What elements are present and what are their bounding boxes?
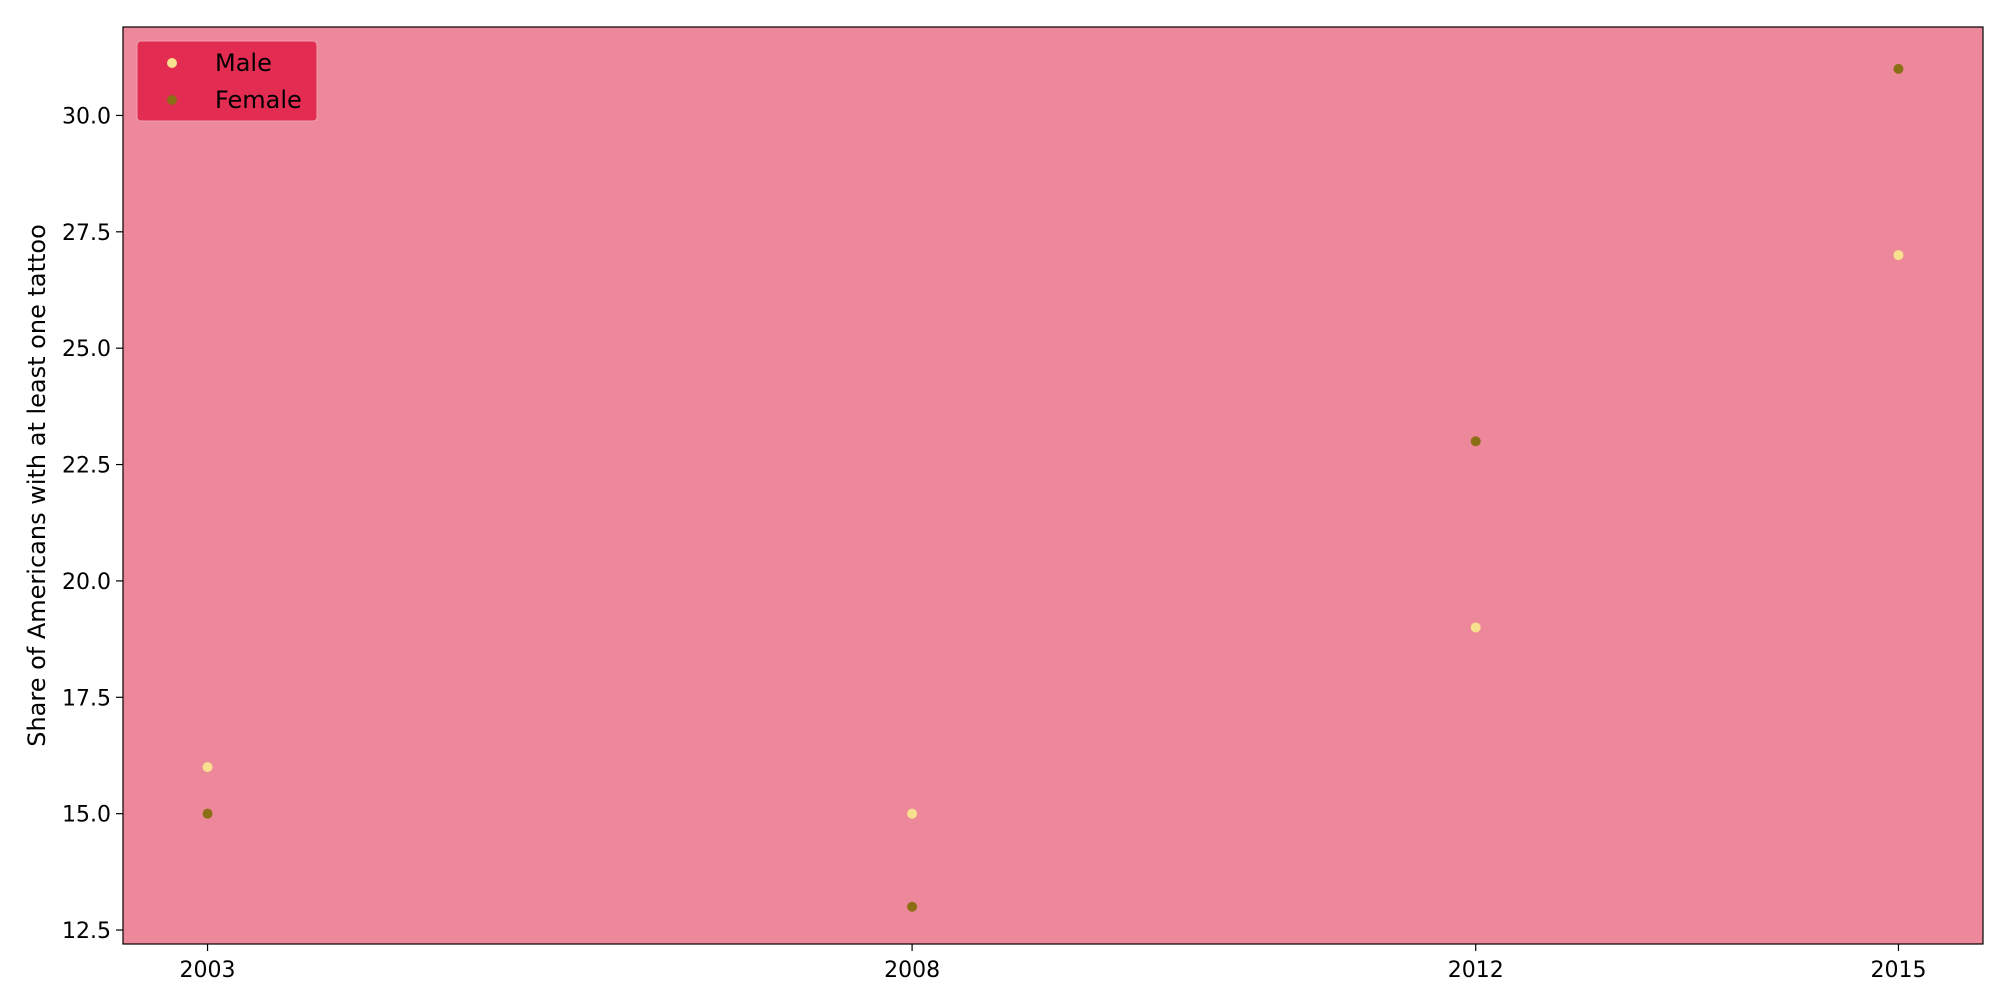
axes: 2003 2008 2012 2015 12.5 15.0 17.5 20.0 22.5 25.0… [62,104,1926,983]
y-tick-label: 30.0 [62,104,111,129]
legend-box [136,40,318,122]
data-point-female-2015 [1893,63,1904,74]
y-axis-label: Share of Americans with at least one tat… [23,224,51,747]
data-point-male-2015 [1893,250,1904,261]
plot-area [122,26,1984,945]
data-point-female-2012 [1470,436,1481,447]
x-tick-label: 2015 [1870,958,1926,983]
data-point-female-2008 [907,901,918,912]
y-tick-label: 15.0 [62,803,111,828]
x-tick-label: 2003 [180,958,236,983]
legend-label-female: Female [215,86,302,114]
data-points [202,63,1904,912]
legend-marker-female [167,95,177,105]
y-tick-label: 12.5 [62,919,111,944]
x-tick-label: 2012 [1448,958,1504,983]
x-tick-label: 2008 [884,958,940,983]
y-tick-label: 27.5 [62,221,111,246]
y-tick-label: 25.0 [62,337,111,362]
legend: Male Female [136,40,318,122]
data-point-male-2012 [1470,622,1481,633]
data-point-female-2003 [202,808,213,819]
legend-marker-male [167,58,177,68]
data-point-male-2003 [202,762,213,773]
legend-label-male: Male [215,49,272,77]
data-point-male-2008 [907,808,918,819]
y-tick-label: 20.0 [62,570,111,595]
y-tick-label: 22.5 [62,454,111,479]
y-tick-label: 17.5 [62,686,111,711]
